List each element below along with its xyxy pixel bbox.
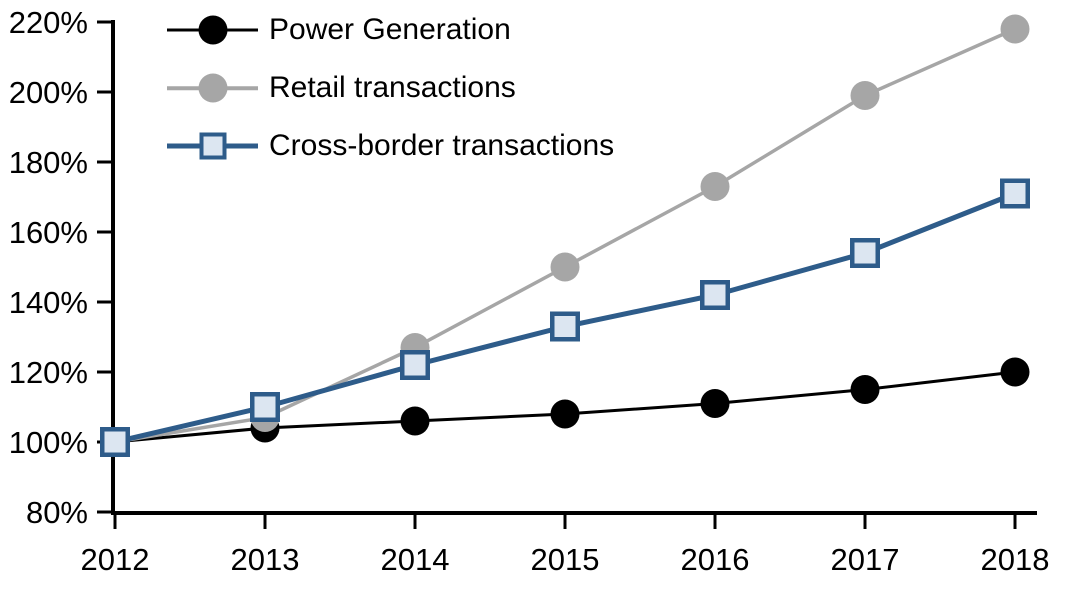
x-tick-label: 2015 <box>531 542 600 577</box>
legend-swatch <box>167 13 258 47</box>
series-1-marker <box>1000 14 1030 44</box>
legend-item-power-generation: Power Generation <box>167 1 614 59</box>
legend-swatch <box>167 71 258 105</box>
legend-label: Cross-border transactions <box>269 129 615 162</box>
y-tick-label: 80% <box>26 495 88 530</box>
series-0-marker <box>550 399 580 429</box>
legend-label: Power Generation <box>269 13 511 46</box>
series-2-marker <box>700 280 730 310</box>
x-tick-label: 2016 <box>681 542 750 577</box>
y-tick-label: 200% <box>9 75 88 110</box>
legend-label: Retail transactions <box>269 71 516 104</box>
y-tick-label: 180% <box>9 145 88 180</box>
x-tick-label: 2013 <box>231 542 300 577</box>
y-tick-label: 100% <box>9 425 88 460</box>
y-tick-label: 160% <box>9 215 88 250</box>
x-tick-label: 2014 <box>381 542 450 577</box>
circle-marker-icon <box>198 15 227 45</box>
series-2-marker <box>250 392 280 422</box>
x-tick-label: 2017 <box>831 542 900 577</box>
series-0-marker <box>1000 357 1030 387</box>
x-tick-label: 2012 <box>81 542 150 577</box>
square-marker-icon <box>199 132 226 160</box>
series-1-marker <box>700 172 730 201</box>
series-0-marker <box>700 389 730 418</box>
x-tick-label: 2018 <box>981 542 1050 577</box>
series-0-marker <box>850 375 880 404</box>
series-2-marker <box>400 350 430 380</box>
legend: Power Generation Retail transactions Cro… <box>167 1 614 175</box>
legend-item-cross-border-transactions: Cross-border transactions <box>167 117 614 175</box>
series-1-marker <box>550 252 580 282</box>
y-tick-label: 220% <box>9 5 88 40</box>
circle-marker-icon <box>198 73 227 103</box>
y-tick-label: 120% <box>9 355 88 390</box>
series-0-marker <box>400 406 430 436</box>
series-2-marker <box>850 238 880 268</box>
series-1-marker <box>850 81 880 110</box>
legend-item-retail-transactions: Retail transactions <box>167 59 614 117</box>
series-2-marker <box>550 311 580 342</box>
series-2-marker <box>1000 178 1030 209</box>
y-tick-label: 140% <box>9 285 88 320</box>
series-2-marker <box>100 427 130 457</box>
legend-swatch <box>167 129 258 163</box>
